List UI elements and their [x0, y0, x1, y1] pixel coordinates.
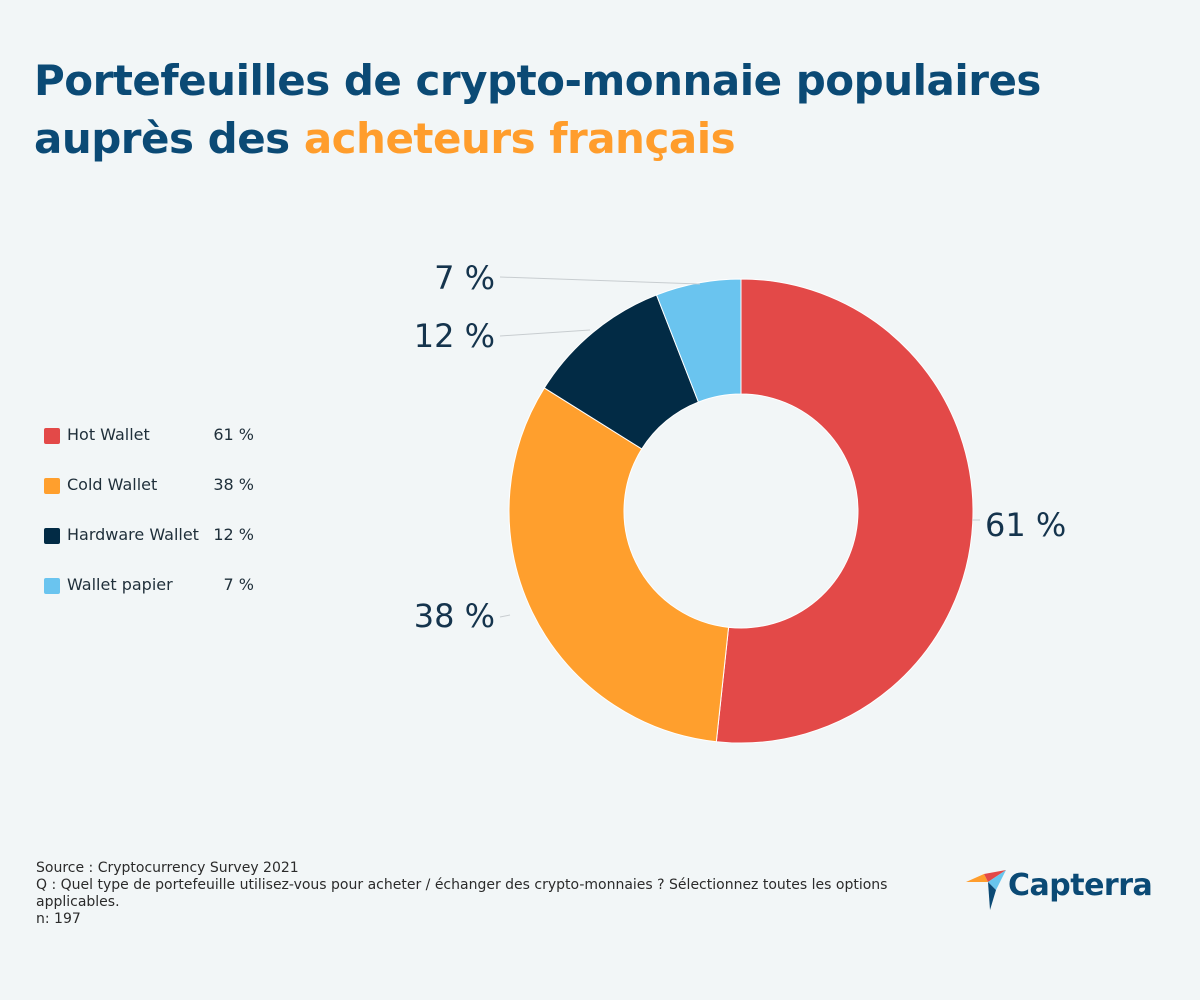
chart-title: Portefeuilles de crypto-monnaie populair…	[34, 52, 1154, 168]
legend-value: 38 %	[213, 475, 254, 494]
legend-label: Hot Wallet	[67, 425, 150, 444]
footer-notes: Source : Cryptocurrency Survey 2021 Q : …	[36, 860, 896, 928]
legend-swatch-cold-wallet	[44, 478, 60, 494]
brand-name: Capterra	[1008, 868, 1153, 903]
capterra-arrow-icon	[966, 870, 1006, 910]
legend-label: Wallet papier	[67, 575, 173, 594]
legend-item-cold-wallet: Cold Wallet 38 %	[44, 470, 264, 520]
title-accent: acheteurs français	[303, 114, 736, 163]
donut-slice-cold-wallet	[508, 387, 730, 743]
legend-label: Hardware Wallet	[67, 525, 199, 544]
data-label-wallet-papier: 7 %	[434, 259, 495, 297]
sample-size: n: 197	[36, 911, 81, 927]
leader-line-cold-wallet	[499, 614, 511, 618]
leader-line-hardware-wallet	[499, 329, 591, 337]
data-label-cold-wallet: 38 %	[414, 597, 495, 635]
legend-swatch-hardware-wallet	[44, 528, 60, 544]
leader-line-wallet-papier	[499, 276, 701, 285]
question-note: Q : Quel type de portefeuille utilisez-v…	[36, 877, 888, 910]
legend-value: 12 %	[213, 525, 254, 544]
donut-slice-wallet-papier	[655, 278, 742, 403]
capterra-logo: Capterra	[966, 866, 1166, 910]
legend: Hot Wallet 61 % Cold Wallet 38 % Hardwar…	[44, 420, 264, 620]
title-main: Portefeuilles de crypto-monnaie populair…	[34, 56, 1041, 163]
legend-value: 61 %	[213, 425, 254, 444]
donut-slice-hot-wallet	[715, 278, 974, 744]
legend-item-wallet-papier: Wallet papier 7 %	[44, 570, 264, 620]
data-label-hardware-wallet: 12 %	[414, 317, 495, 355]
legend-item-hardware-wallet: Hardware Wallet 12 %	[44, 520, 264, 570]
legend-value: 7 %	[223, 575, 254, 594]
legend-item-hot-wallet: Hot Wallet 61 %	[44, 420, 264, 470]
legend-swatch-hot-wallet	[44, 428, 60, 444]
legend-swatch-wallet-papier	[44, 578, 60, 594]
source-note: Source : Cryptocurrency Survey 2021	[36, 860, 299, 876]
data-label-hot-wallet: 61 %	[985, 506, 1066, 544]
legend-label: Cold Wallet	[67, 475, 158, 494]
